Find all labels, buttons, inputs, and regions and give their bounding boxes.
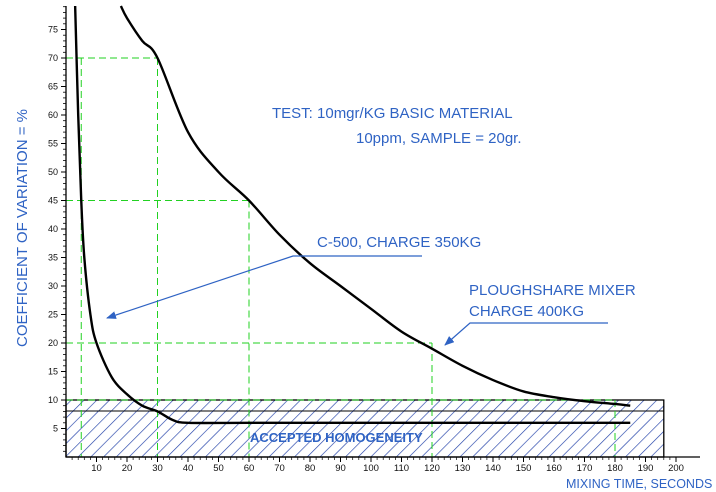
x-tick-label: 130 (455, 463, 471, 474)
y-tick-label: 25 (48, 310, 58, 320)
y-tick-label: 75 (48, 25, 58, 35)
y-tick-label: 45 (48, 196, 58, 206)
x-tick-label: 80 (305, 463, 316, 474)
y-tick-label: 5 (53, 424, 58, 434)
x-tick-label: 190 (638, 463, 654, 474)
x-tick-label: 160 (546, 463, 562, 474)
test-note-line1: TEST: 10mgr/KG BASIC MATERIAL (272, 105, 513, 122)
x-tick-label: 70 (274, 463, 285, 474)
x-tick-label: 150 (516, 463, 532, 474)
y-tick-label: 30 (48, 281, 58, 291)
c500-series-label: C-500, CHARGE 350KG (317, 234, 481, 251)
x-axis-title: MIXING TIME, SECONDS (566, 477, 712, 491)
ploughshare-leader-line (444, 322, 608, 346)
y-tick-label: 55 (48, 139, 58, 149)
y-tick-label: 70 (48, 53, 58, 63)
y-tick-label: 60 (48, 110, 58, 120)
x-tick-label: 50 (213, 463, 224, 474)
y-tick-label: 20 (48, 338, 58, 348)
y-axis-ticks: 5 10 15 20 25 30 35 40 45 50 55 60 65 70 75 (48, 6, 66, 452)
ploughshare-label-line1: PLOUGHSHARE MIXER (469, 282, 636, 299)
x-tick-label: 20 (122, 463, 133, 474)
y-tick-label: 40 (48, 224, 58, 234)
x-tick-label: 100 (363, 463, 379, 474)
c500-curve (73, 5, 631, 425)
ploughshare-label-line2: CHARGE 400KG (469, 303, 584, 320)
ploughshare-curve (119, 5, 631, 407)
x-tick-label: 120 (424, 463, 440, 474)
test-note-line2: 10ppm, SAMPLE = 20gr. (356, 130, 522, 147)
x-tick-label: 60 (244, 463, 255, 474)
accepted-homogeneity-label: ACCEPTED HOMOGENEITY (250, 430, 423, 445)
guide-lines (66, 57, 616, 457)
x-tick-label: 10 (91, 463, 102, 474)
accepted-homogeneity-zone (65, 399, 665, 458)
x-tick-label: 200 (668, 463, 684, 474)
y-tick-label: 65 (48, 82, 58, 92)
x-tick-label: 170 (577, 463, 593, 474)
y-tick-label: 50 (48, 167, 58, 177)
y-tick-label: 10 (48, 395, 58, 405)
x-tick-label: 180 (607, 463, 623, 474)
x-tick-label: 30 (152, 463, 163, 474)
c500-leader-line (106, 255, 422, 319)
x-tick-label: 110 (394, 463, 409, 474)
y-tick-label: 15 (48, 367, 58, 377)
x-tick-label: 140 (485, 463, 501, 474)
x-tick-label: 90 (335, 463, 346, 474)
y-tick-label: 35 (48, 253, 58, 263)
series-curves (73, 5, 631, 425)
y-axis-title: COEFFICIENT OF VARIATION = % (14, 109, 31, 347)
x-tick-label: 40 (183, 463, 194, 474)
x-axis-ticks: 10 20 30 40 50 60 70 80 90 100 110 120 130 140 150 160 1… (71, 457, 684, 474)
